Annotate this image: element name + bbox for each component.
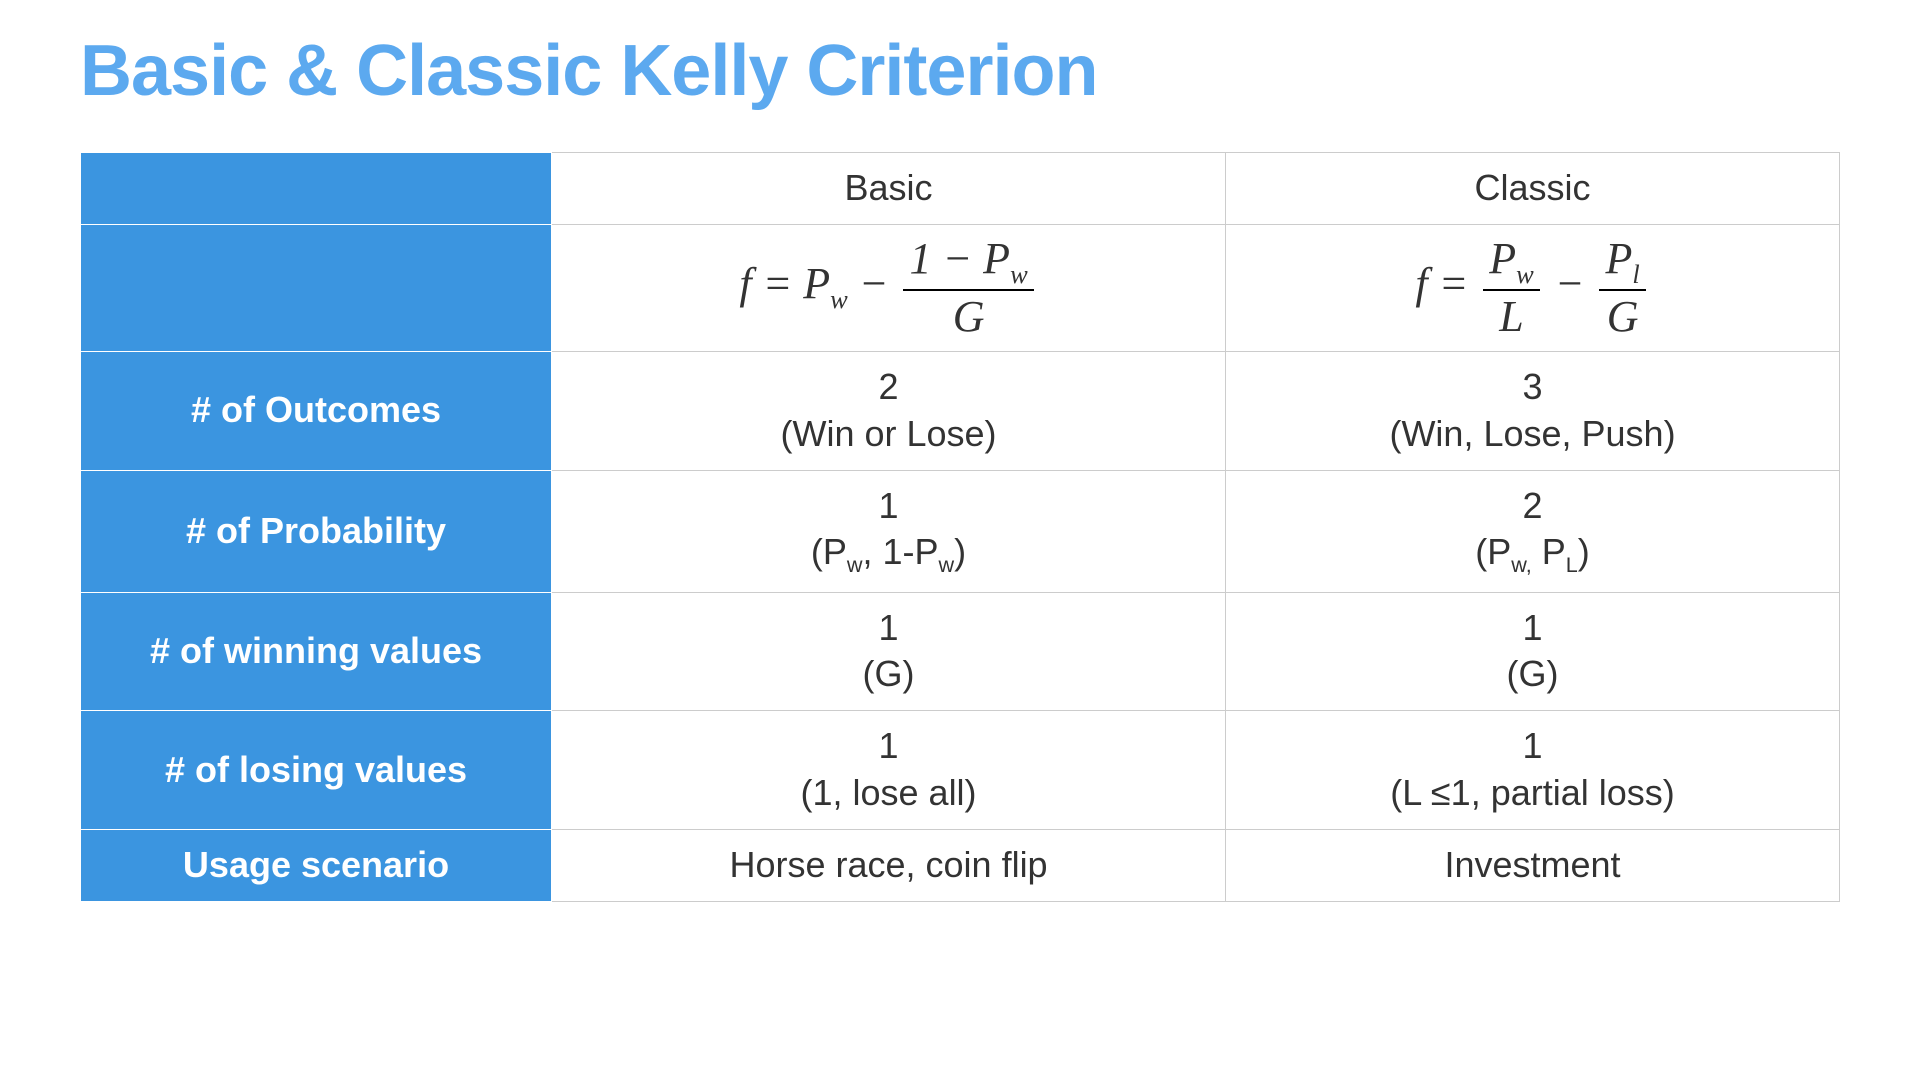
cell-line1: 1 bbox=[879, 725, 899, 766]
cell-losing-basic: 1 (1, lose all) bbox=[552, 711, 1226, 830]
row-label-probability: # of Probability bbox=[81, 470, 552, 592]
cell-line2: (L ≤1, partial loss) bbox=[1390, 772, 1675, 813]
cell-line1: 1 bbox=[879, 607, 899, 648]
cell-line2: (G) bbox=[863, 653, 915, 694]
row-label-outcomes: # of Outcomes bbox=[81, 352, 552, 471]
slide: Basic & Classic Kelly Criterion Basic Cl… bbox=[0, 0, 1920, 932]
col-basic-header: Basic bbox=[552, 153, 1226, 225]
cell-line2: (Win, Lose, Push) bbox=[1389, 413, 1675, 454]
cell-winning-basic: 1 (G) bbox=[552, 592, 1226, 711]
cell-line2: (Win or Lose) bbox=[780, 413, 996, 454]
row-label-winning: # of winning values bbox=[81, 592, 552, 711]
table-row: # of losing values 1 (1, lose all) 1 (L … bbox=[81, 711, 1840, 830]
cell-usage-basic: Horse race, coin flip bbox=[552, 829, 1226, 901]
formula-row: f = Pw − 1 − PwG f = PwL − PlG bbox=[81, 224, 1840, 351]
cell-line2: (Pw, PL) bbox=[1475, 531, 1589, 572]
table-row: Usage scenario Horse race, coin flip Inv… bbox=[81, 829, 1840, 901]
row-label-usage: Usage scenario bbox=[81, 829, 552, 901]
cell-line1: 3 bbox=[1523, 366, 1543, 407]
cell-probability-classic: 2 (Pw, PL) bbox=[1226, 470, 1840, 592]
page-title: Basic & Classic Kelly Criterion bbox=[80, 30, 1840, 112]
cell-line1: 1 bbox=[879, 485, 899, 526]
cell-line1: 2 bbox=[879, 366, 899, 407]
header-blank bbox=[81, 153, 552, 225]
cell-line1: Horse race, coin flip bbox=[729, 844, 1047, 885]
cell-losing-classic: 1 (L ≤1, partial loss) bbox=[1226, 711, 1840, 830]
cell-outcomes-classic: 3 (Win, Lose, Push) bbox=[1226, 352, 1840, 471]
cell-winning-classic: 1 (G) bbox=[1226, 592, 1840, 711]
table-header-row: Basic Classic bbox=[81, 153, 1840, 225]
cell-line2: (G) bbox=[1507, 653, 1559, 694]
cell-usage-classic: Investment bbox=[1226, 829, 1840, 901]
table-row: # of Outcomes 2 (Win or Lose) 3 (Win, Lo… bbox=[81, 352, 1840, 471]
cell-line2: (Pw, 1-Pw) bbox=[811, 531, 966, 572]
row-label-losing: # of losing values bbox=[81, 711, 552, 830]
cell-line1: 2 bbox=[1523, 485, 1543, 526]
cell-line1: 1 bbox=[1523, 607, 1543, 648]
table-row: # of winning values 1 (G) 1 (G) bbox=[81, 592, 1840, 711]
cell-line2: (1, lose all) bbox=[800, 772, 976, 813]
cell-line1: 1 bbox=[1523, 725, 1543, 766]
formula-row-label bbox=[81, 224, 552, 351]
formula-basic: f = Pw − 1 − PwG bbox=[552, 224, 1226, 351]
formula-classic: f = PwL − PlG bbox=[1226, 224, 1840, 351]
col-classic-header: Classic bbox=[1226, 153, 1840, 225]
comparison-table: Basic Classic f = Pw − 1 − PwG f = PwL −… bbox=[80, 152, 1840, 902]
table-row: # of Probability 1 (Pw, 1-Pw) 2 (Pw, PL) bbox=[81, 470, 1840, 592]
cell-outcomes-basic: 2 (Win or Lose) bbox=[552, 352, 1226, 471]
cell-probability-basic: 1 (Pw, 1-Pw) bbox=[552, 470, 1226, 592]
cell-line1: Investment bbox=[1444, 844, 1620, 885]
